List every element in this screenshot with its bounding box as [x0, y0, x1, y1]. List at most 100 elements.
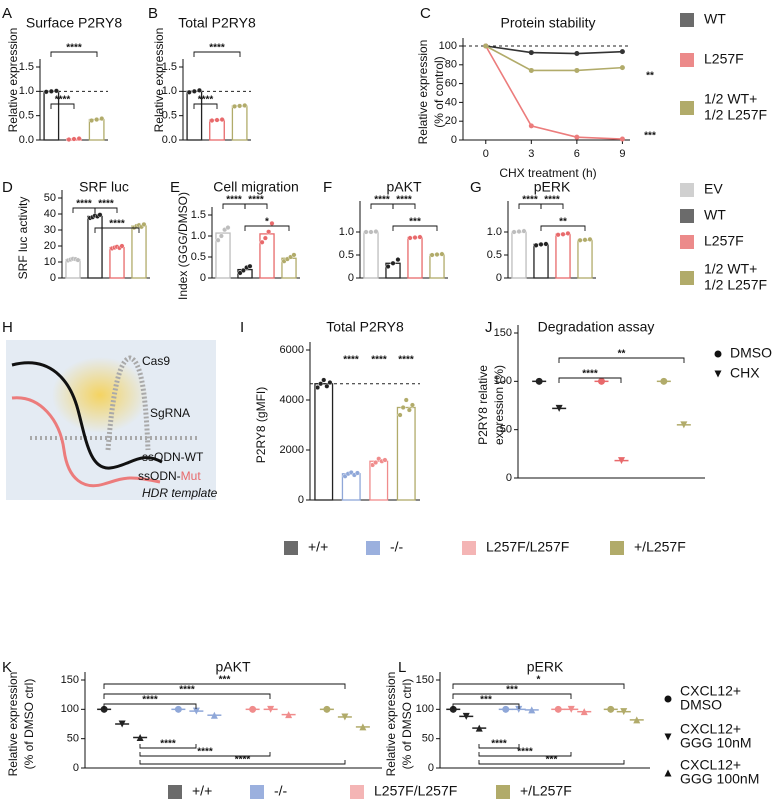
significance-bracket [50, 103, 75, 109]
legend-label: 1/2 WT+ [704, 261, 757, 277]
significance-bracket [558, 357, 685, 363]
significance: **** [235, 755, 251, 766]
legend-label: 1/2 WT+ [704, 91, 757, 107]
significance: **** [109, 219, 125, 230]
mean-marker [620, 708, 628, 716]
bar [87, 215, 103, 279]
chart-title: SRF luc [79, 179, 129, 195]
mean-marker [554, 705, 562, 713]
bar [231, 105, 248, 141]
y-tick-label: 0.5 [191, 251, 206, 263]
chart-title: Degradation assay [538, 319, 655, 335]
legend-label: WT [704, 11, 726, 27]
y-tick-label: 100 [439, 40, 457, 52]
significance: **** [398, 355, 414, 366]
mean-marker [249, 705, 257, 713]
mean-marker [664, 733, 672, 741]
legend-swatch [366, 541, 380, 555]
y-tick-label: 50 [44, 192, 56, 204]
panel-letter: D [2, 179, 13, 196]
y-tick-label: 0 [200, 272, 206, 284]
x-tick-label: 6 [574, 148, 580, 160]
data-point [71, 136, 77, 142]
legend-swatch [462, 541, 476, 555]
data-point [94, 117, 100, 123]
mean-marker [633, 716, 641, 724]
y-axis-label: P2RY8 (gMFI) [254, 387, 268, 463]
ssodn-wt-line [11, 361, 163, 470]
legend-swatch [250, 785, 264, 799]
data-point [240, 267, 246, 273]
significance-bracket [139, 760, 346, 765]
bar [429, 253, 445, 279]
data-point [395, 257, 401, 263]
legend-label: +/L257F [634, 539, 686, 555]
y-tick-label: 50 [67, 733, 79, 745]
data-point [409, 402, 415, 408]
y-tick-label: 0.5 [339, 249, 354, 261]
legend-label: 1/2 L257F [704, 107, 767, 123]
mean-marker [341, 713, 349, 721]
data-point [48, 88, 54, 94]
y-tick-label: 30 [44, 224, 56, 236]
series-point [528, 50, 534, 56]
data-point [269, 220, 275, 226]
mean-marker [285, 711, 293, 719]
y-axis-label: (% of DMSO ctrl) [22, 679, 36, 770]
significance-bracket [540, 203, 564, 209]
legend-label: CXCL12+ [680, 683, 741, 699]
y-tick-label: 1.0 [19, 85, 34, 97]
significance: **** [522, 195, 538, 206]
significance: *** [506, 685, 518, 696]
data-point [196, 87, 202, 93]
data-point [318, 381, 324, 387]
diagram-label: SgRNA [150, 406, 190, 420]
series-point [619, 136, 625, 142]
significance: *** [480, 695, 492, 706]
significance-bracket [478, 752, 572, 757]
legend-label: CHX [730, 365, 760, 381]
chart-title: pAKT [386, 179, 421, 195]
significance-bracket [103, 683, 346, 689]
significance: **** [66, 43, 82, 54]
bar [511, 231, 527, 279]
mean-marker [618, 457, 625, 465]
y-axis-label: P2RY8 relative [476, 365, 490, 445]
bar [555, 233, 571, 279]
y-tick-label: 100 [494, 375, 512, 387]
x-tick-label: 0 [483, 148, 489, 160]
bar [215, 232, 231, 279]
data-point [565, 230, 571, 236]
data-point [406, 407, 412, 413]
legend-label: -/- [390, 539, 404, 555]
significance-bracket [103, 703, 197, 709]
data-point [373, 460, 379, 466]
significance: *** [219, 675, 231, 686]
data-point [407, 235, 413, 241]
data-point [327, 380, 333, 386]
mean-marker [598, 377, 605, 385]
significance: **** [198, 95, 214, 106]
significance: ** [559, 217, 567, 228]
data-point [429, 252, 435, 258]
bar [314, 383, 334, 501]
data-point [403, 397, 409, 403]
mean-marker [714, 370, 722, 378]
legend-swatch [680, 271, 694, 285]
y-tick-label: 0.5 [487, 249, 502, 261]
significance: **** [142, 695, 158, 706]
data-point [89, 118, 95, 124]
data-point [99, 116, 105, 122]
panel-letter: H [2, 319, 13, 336]
data-point [75, 257, 81, 263]
y-axis-label: Relative expression [152, 28, 166, 133]
data-point [266, 229, 272, 235]
bar [396, 406, 416, 501]
y-tick-label: 50 [422, 733, 434, 745]
y-tick-label: 150 [61, 674, 79, 686]
mean-marker [502, 705, 510, 713]
significance-bracket [392, 225, 438, 231]
y-tick-label: 40 [44, 208, 56, 220]
data-point [373, 229, 379, 235]
